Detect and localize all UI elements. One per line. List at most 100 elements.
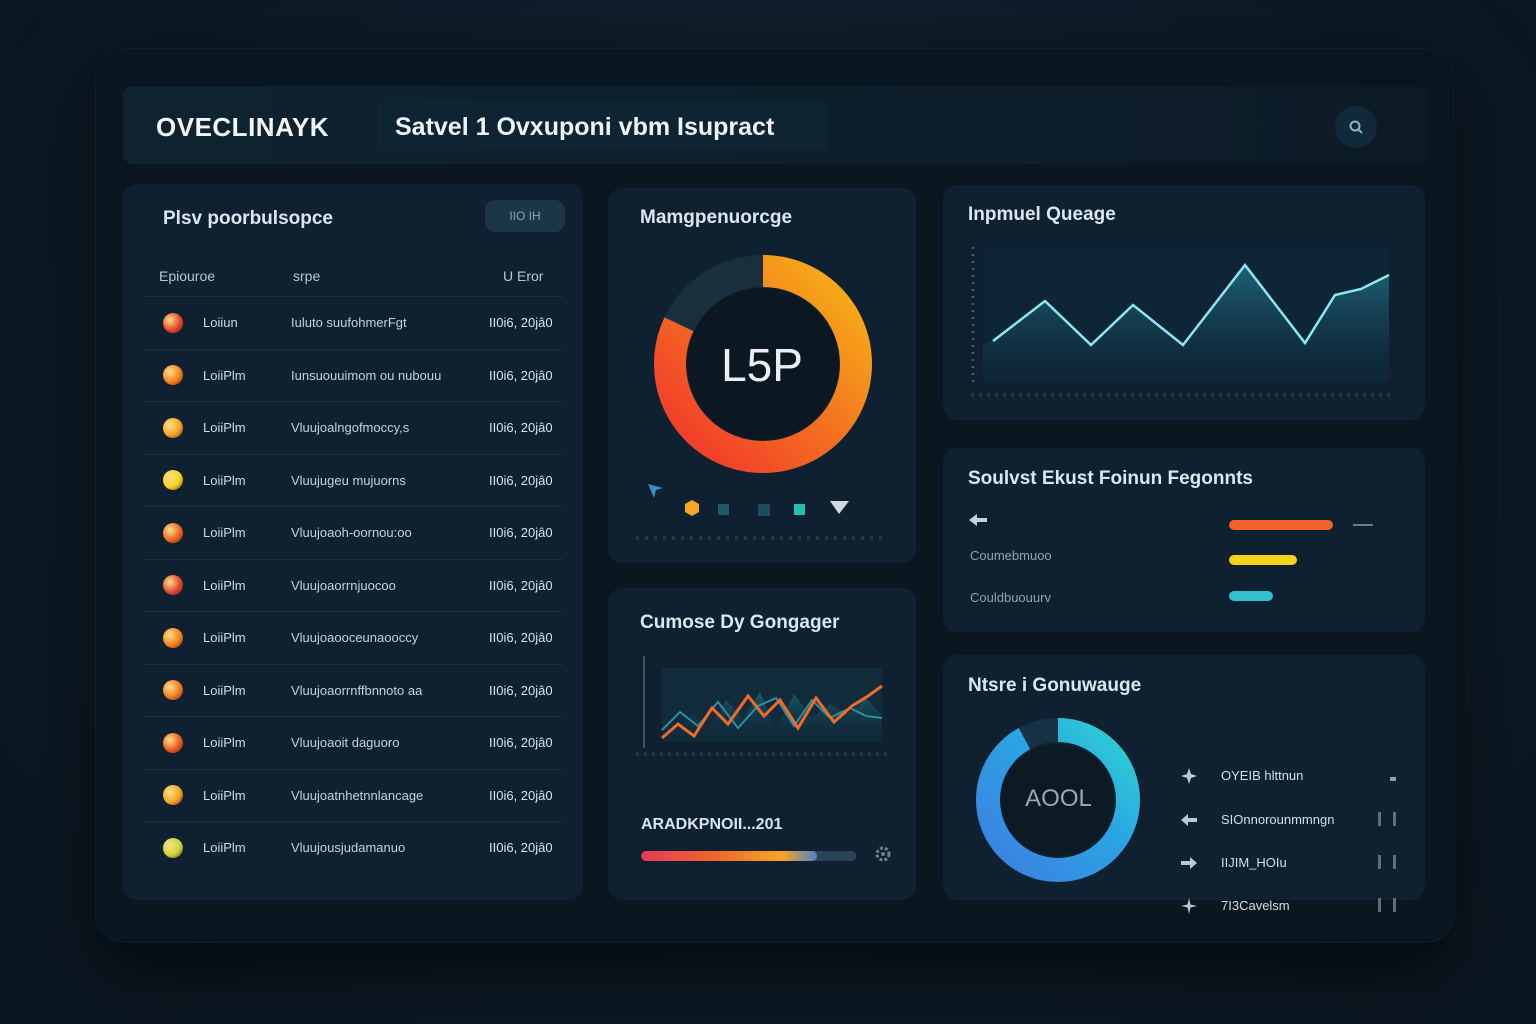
row-timestamp: II0i6, 20jâ0 [489,630,553,646]
row-source: Loiiun [203,315,238,331]
row-source: LoiiPlm [203,367,246,383]
row-source: LoiiPlm [203,682,246,698]
row-description: Vluujoalngofmoccy,s [291,420,410,436]
gauge-hole [1002,744,1114,856]
dashboard-frame: OVECLINAYK Satvel 1 Ovxuponi vbm Isuprac… [95,48,1455,943]
square-icon[interactable] [758,504,770,516]
status-bar-2 [1229,591,1273,601]
pause-icon [1378,812,1396,826]
cursor-icon[interactable] [648,484,663,498]
status-dot-icon [163,417,183,438]
legend-label: SIOnnorounmmngn [1221,812,1335,827]
table-row[interactable]: LoiiPlm Vluujoaoit daguoro II0i6, 20jâ0 [143,716,563,769]
legend-item-3[interactable]: 7I3Cavelsm [1181,895,1406,917]
status-dash [1353,524,1373,526]
row-source: LoiiPlm [203,735,246,751]
row-timestamp: II0i6, 20jâ0 [489,367,553,383]
trend-title: Cumose Dy Gongager [640,612,840,633]
row-description: Vluujoaorrnffbnnoto aa [291,682,423,698]
square-icon[interactable] [794,504,805,515]
row-source: LoiiPlm [203,577,246,593]
row-timestamp: II0i6, 20jâ0 [489,682,553,698]
donut-center-value: L5P [721,339,803,391]
status-dot-icon [163,627,183,648]
row-timestamp: II0i6, 20jâ0 [489,315,553,331]
row-source: LoiiPlm [203,525,246,541]
table-row[interactable]: LoiiPlm Vluujoaoh-oornou:oo II0i6, 20jâ0 [143,506,563,559]
status-bar-0 [1229,520,1333,530]
legend-label: IIJIM_HOIu [1221,855,1287,870]
pause-icon [1378,855,1396,869]
area-fill [983,265,1389,381]
area-chart-panel: Inpmuel Queage [943,185,1425,420]
square-icon[interactable] [718,504,729,515]
table-filter-button[interactable]: IIO IH [485,200,565,232]
arrow-right-icon [1181,857,1197,869]
status-dot-icon [163,575,183,596]
settings-icon[interactable] [874,845,892,863]
page-title: Satvel 1 Ovxuponi vbm Isupract [395,113,775,141]
status-dot-icon [163,785,183,806]
gauge-title: Ntsre i Gonuwauge [968,675,1142,696]
legend-item-0[interactable]: OYEIB hlttnun [1181,765,1406,787]
table-row[interactable]: LoiiPlm Vluujugeu mujuorns II0i6, 20jâ0 [143,453,563,507]
area-line [992,262,1390,347]
table-row[interactable]: LoiiPlm Vluujoaorrnjuocoo II0i6, 20jâ0 [143,558,563,612]
donut-icon-row [648,484,849,516]
trend-panel: Cumose Dy Gongager ARADKPNOII...201 [608,588,916,900]
row-timestamp: II0i6, 20jâ0 [489,525,553,541]
status-dot-icon [163,680,183,701]
row-source: LoiiPlm [203,840,246,856]
status-title: Soulvst Ekust Foinun Fegonnts [968,468,1253,489]
table-row[interactable]: Loiiun Iuluto suufohmerFgt II0i6, 20jâ0 [143,296,563,349]
status-dot-icon [163,732,183,753]
row-source: LoiiPlm [203,420,246,436]
trend-chart [636,656,888,756]
row-description: Vluujugeu mujuorns [291,472,406,488]
status-dot-icon [163,837,183,858]
trend-line-orange [661,684,883,740]
column-header-error[interactable]: U Eror [503,268,544,284]
sparkle-icon [1181,898,1197,914]
column-header-source[interactable]: Epiouroe [159,268,216,284]
donut-chart [636,255,886,540]
column-header-type[interactable]: srpe [293,268,321,284]
hexagon-icon[interactable] [685,500,699,516]
row-description: Vluujoaooceunaooccy [291,630,419,646]
arrow-left-icon[interactable] [969,512,987,528]
diamond-icon[interactable] [830,501,849,514]
table-row[interactable]: LoiiPlm Vluujoatnhetnnlancage II0i6, 20jâ0 [143,768,563,822]
donut-value-arc [654,255,872,473]
legend-item-1[interactable]: SIOnnorounmmngn [1181,809,1406,831]
progress-bar [641,851,856,861]
status-label-2: Couldbuouurv [970,590,1051,605]
table-row[interactable]: LoiiPlm Vluujousjudamanuo II0i6, 20jâ0 [143,821,563,874]
row-description: Vluujoaoit daguoro [291,735,400,751]
donut-title: Mamgpenuorcge [640,207,793,228]
legend-item-2[interactable]: IIJIM_HOIu [1181,852,1406,874]
progress-label: ARADKPNOII...201 [641,816,783,833]
star-icon [1181,768,1197,784]
arrow-left-icon [1181,814,1197,826]
area-title: Inpmuel Queage [968,204,1116,225]
row-timestamp: II0i6, 20jâ0 [489,840,553,856]
table-row[interactable]: LoiiPlm Vluujoalngofmoccy,s II0i6, 20jâ0 [143,401,563,454]
row-description: Iuluto suufohmerFgt [291,315,407,331]
brand-logo[interactable]: OVECLINAYK [156,112,330,142]
gauge-chart [976,718,1140,882]
search-icon [1349,120,1363,134]
legend-label: OYEIB hlttnun [1221,768,1304,783]
row-timestamp: II0i6, 20jâ0 [489,420,553,436]
table-row[interactable]: LoiiPlm Iunsuouuimom ou nubouu II0i6, 20jâ… [143,348,563,402]
events-table-body: Loiiun Iuluto suufohmerFgt II0i6, 20jâ0 Loi… [143,296,563,874]
row-description: Vluujoaoh-oornou:oo [291,525,412,541]
table-row[interactable]: LoiiPlm Vluujoaooceunaooccy II0i6, 20jâ0 [143,611,563,664]
status-dot-icon [163,365,183,386]
row-description: Vluujoatnhetnnlancage [291,787,424,803]
gauge-panel: Ntsre i Gonuwauge AOOL OYEIB hlttnun SIO… [943,655,1425,914]
search-button[interactable] [1335,106,1377,148]
gauge-center-value: AOOL [1025,785,1092,812]
row-source: LoiiPlm [203,472,246,488]
table-row[interactable]: LoiiPlm Vluujoaorrnffbnnoto aa II0i6, 20jâ… [143,663,563,717]
row-timestamp: II0i6, 20jâ0 [489,472,553,488]
